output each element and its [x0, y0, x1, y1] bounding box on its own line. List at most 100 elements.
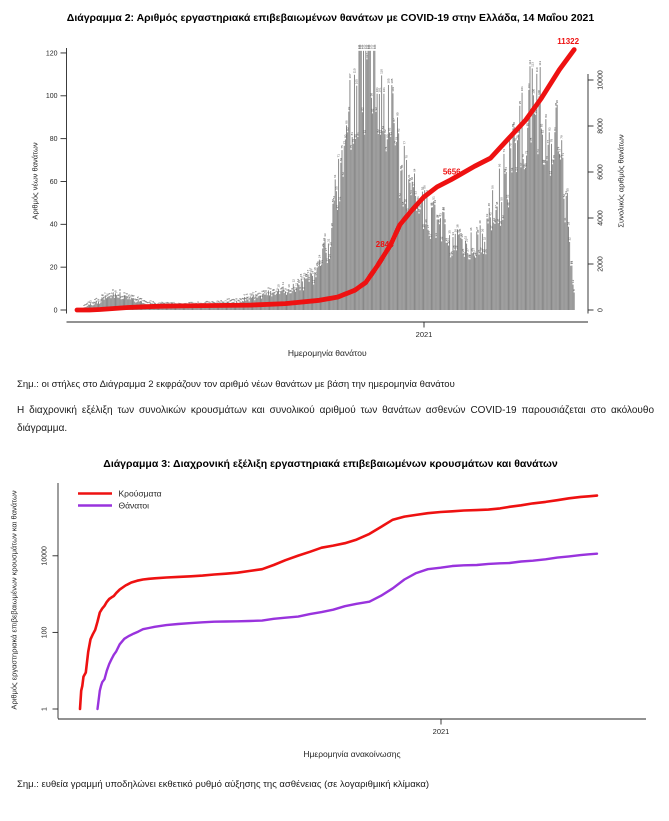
svg-text:3: 3: [237, 300, 241, 302]
svg-text:2: 2: [184, 302, 188, 304]
svg-text:7: 7: [115, 292, 119, 294]
svg-text:49: 49: [433, 200, 437, 204]
chart3-x-tick-label: 2021: [433, 727, 450, 736]
svg-text:2: 2: [218, 301, 222, 303]
svg-text:13: 13: [307, 277, 311, 281]
svg-text:85: 85: [526, 123, 530, 127]
svg-text:6: 6: [243, 294, 247, 296]
svg-text:9: 9: [280, 287, 284, 289]
svg-text:9: 9: [298, 287, 302, 289]
svg-text:8: 8: [262, 290, 266, 292]
svg-text:87: 87: [392, 118, 396, 122]
svg-text:6: 6: [107, 293, 111, 295]
svg-text:121: 121: [357, 44, 361, 49]
svg-text:4: 4: [97, 299, 101, 301]
svg-text:66: 66: [522, 164, 526, 168]
svg-text:26: 26: [482, 249, 486, 253]
svg-text:20: 20: [315, 262, 319, 266]
svg-text:80: 80: [354, 134, 358, 138]
svg-text:5: 5: [246, 296, 250, 298]
svg-text:39: 39: [567, 222, 571, 226]
svg-text:3: 3: [220, 301, 224, 303]
svg-text:40: 40: [478, 220, 482, 224]
svg-text:36: 36: [453, 229, 457, 233]
svg-text:55: 55: [565, 188, 569, 192]
svg-text:41: 41: [492, 217, 496, 221]
svg-text:4: 4: [133, 298, 137, 300]
svg-text:54: 54: [409, 190, 413, 194]
svg-text:75: 75: [509, 143, 513, 147]
svg-text:27: 27: [479, 247, 483, 251]
chart3-y-tick-label: 10000: [42, 546, 49, 566]
svg-text:2: 2: [162, 302, 166, 304]
svg-text:3: 3: [217, 301, 221, 303]
svg-text:36: 36: [480, 228, 484, 232]
svg-text:66: 66: [524, 163, 528, 167]
svg-text:48: 48: [430, 202, 434, 206]
svg-text:5: 5: [131, 295, 135, 297]
svg-text:61: 61: [333, 174, 337, 178]
svg-text:4: 4: [244, 297, 248, 299]
chart3-note: Σημ.: ευθεία γραμμή υποδηλώνει εκθετικό …: [17, 779, 430, 790]
svg-text:2: 2: [225, 302, 229, 304]
svg-text:68: 68: [543, 160, 547, 164]
svg-text:41: 41: [563, 217, 567, 221]
svg-text:2: 2: [85, 303, 89, 305]
svg-text:2: 2: [188, 301, 192, 303]
svg-text:93: 93: [347, 106, 351, 110]
svg-text:3: 3: [144, 301, 148, 303]
svg-text:101: 101: [377, 87, 381, 92]
svg-text:55: 55: [420, 186, 424, 190]
svg-text:24: 24: [467, 254, 471, 258]
svg-text:5: 5: [120, 296, 124, 298]
svg-text:2: 2: [146, 302, 150, 304]
svg-text:73: 73: [536, 149, 540, 153]
svg-text:7: 7: [257, 292, 261, 294]
svg-text:8: 8: [572, 289, 576, 291]
svg-text:31: 31: [326, 238, 330, 242]
chart2-right-tick-label: 0: [598, 308, 605, 312]
svg-text:6: 6: [106, 294, 110, 296]
svg-text:9: 9: [269, 288, 273, 290]
svg-text:2: 2: [153, 302, 157, 304]
chart2-left-tick-label: 60: [50, 179, 58, 186]
svg-text:48: 48: [401, 201, 405, 205]
svg-text:121: 121: [367, 44, 371, 49]
svg-text:121: 121: [368, 44, 372, 49]
svg-text:121: 121: [359, 44, 363, 49]
svg-text:42: 42: [435, 214, 439, 218]
chart2-title: Διάγραμμα 2: Αριθμός εργαστηριακά επιβεβ…: [66, 12, 595, 24]
svg-text:2: 2: [166, 302, 170, 304]
chart2-left-tick-label: 120: [46, 50, 58, 57]
svg-text:45: 45: [406, 208, 410, 212]
svg-text:26: 26: [470, 248, 474, 252]
svg-text:43: 43: [485, 213, 489, 217]
svg-text:42: 42: [501, 215, 505, 219]
svg-text:75: 75: [340, 145, 344, 149]
svg-text:17: 17: [308, 267, 312, 271]
svg-text:38: 38: [330, 223, 334, 227]
svg-text:6: 6: [125, 293, 129, 295]
svg-text:4: 4: [135, 298, 139, 300]
svg-text:57: 57: [411, 182, 415, 186]
svg-text:6: 6: [270, 293, 274, 295]
svg-text:29: 29: [321, 243, 325, 247]
chart3-legend: Κρούσματα Θάνατοι: [78, 489, 162, 511]
svg-text:82: 82: [376, 129, 380, 133]
svg-text:62: 62: [341, 172, 345, 176]
svg-text:105: 105: [386, 78, 390, 83]
svg-text:72: 72: [525, 150, 529, 154]
svg-text:36: 36: [469, 227, 473, 231]
legend-deaths-line-label: Θάνατοι: [119, 501, 150, 511]
chart2-axes: [60, 48, 594, 328]
svg-text:3: 3: [205, 300, 209, 302]
svg-text:31: 31: [444, 238, 448, 242]
svg-text:8: 8: [114, 290, 118, 292]
svg-text:3: 3: [142, 300, 146, 302]
svg-text:2: 2: [169, 302, 173, 304]
svg-text:59: 59: [408, 178, 412, 182]
svg-text:78: 78: [351, 139, 355, 143]
svg-text:51: 51: [432, 196, 436, 200]
svg-text:3: 3: [95, 300, 99, 302]
svg-text:105: 105: [355, 79, 359, 84]
